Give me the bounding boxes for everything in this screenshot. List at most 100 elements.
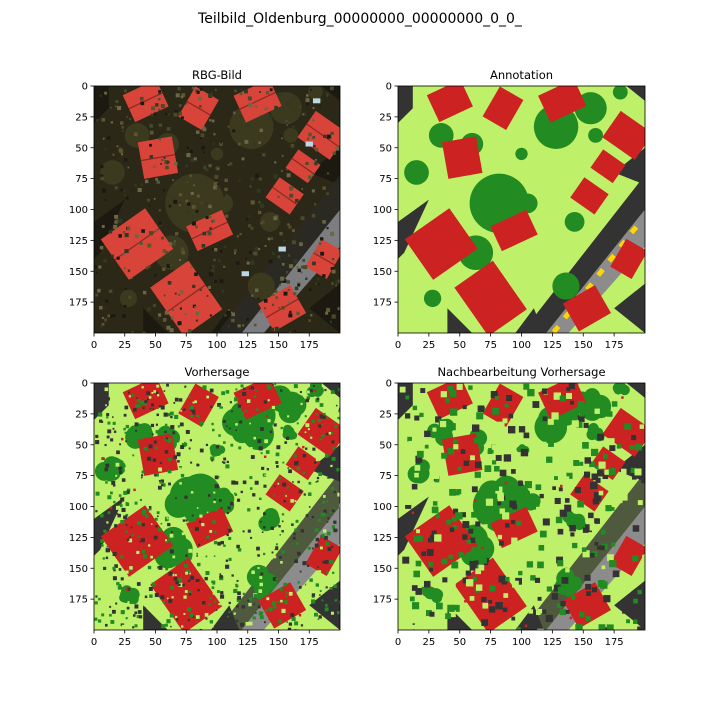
- panel-prediction-speckle-168: [210, 456, 215, 461]
- panel-rgb-ytick-label-1: 25: [75, 112, 88, 123]
- panel-prediction-speckle-591: [157, 407, 159, 410]
- panel-prediction-speckle-468: [174, 615, 178, 619]
- panel-prediction-speckle-146: [317, 518, 321, 522]
- panel-rgb-speckle-368: [163, 157, 166, 159]
- panel-postprocessed-speckle-201: [429, 611, 435, 617]
- panel-rgb-speckle-276: [253, 323, 257, 327]
- panel-prediction-speckle-239: [129, 569, 132, 572]
- panel-rgb-speckle-11: [302, 258, 306, 262]
- panel-postprocessed-speckle-224: [482, 602, 489, 609]
- panel-prediction-speckle-137: [112, 421, 116, 425]
- panel-postprocessed-speckle-169: [551, 593, 559, 600]
- panel-postprocessed-speckle-253: [469, 596, 475, 601]
- panel-prediction-speckle-83: [291, 616, 296, 622]
- panel-prediction-speckle-717: [113, 500, 116, 504]
- panel-postprocessed-ytick-label-0: 0: [386, 379, 392, 390]
- panel-prediction-speckle-675: [158, 565, 163, 570]
- panel-postprocessed-speckle-333: [637, 500, 643, 506]
- panel-postprocessed-xtick-label-6: 150: [574, 637, 593, 648]
- panel-prediction-speckle-327: [199, 421, 204, 426]
- panel-prediction-speckle-238: [169, 613, 174, 618]
- panel-prediction-stray-0: [265, 414, 269, 418]
- panel-prediction-speckle-203: [214, 530, 217, 534]
- panel-postprocessed-speckle-258: [541, 609, 547, 615]
- panel-prediction-speckle-517: [333, 490, 336, 494]
- panel-postprocessed-speckle-14: [591, 587, 597, 593]
- panel-rgb-speckle-396: [97, 288, 101, 293]
- panel-rgb-speckle-309: [286, 124, 289, 126]
- panel-prediction-speckle-346: [302, 454, 307, 458]
- panel-rgb-speckle-197: [275, 296, 278, 299]
- panel-prediction-speckle-652: [141, 523, 145, 527]
- panel-postprocessed-building-8: [570, 474, 609, 512]
- panel-postprocessed-speckle-372: [447, 604, 455, 612]
- panel-rgb-speckle-32: [214, 247, 218, 252]
- panel-prediction-speckle-792: [170, 625, 172, 628]
- panel-prediction-speckle-598: [311, 599, 316, 604]
- panel-prediction-speckle-688: [151, 392, 154, 394]
- panel-prediction-speckle-423: [324, 389, 327, 392]
- panel-postprocessed-speckle-186: [448, 554, 453, 560]
- panel-prediction-speckle-730: [135, 429, 137, 432]
- panel-rgb-speckle-424: [187, 210, 190, 213]
- panel-prediction-speckle-815: [242, 530, 245, 533]
- panel-rgb-speckle-306: [133, 132, 138, 137]
- panel-annotation-xtick-label-1: 25: [423, 340, 436, 351]
- panel-prediction-speckle-356: [194, 437, 197, 440]
- panel-prediction-speckle-376: [178, 548, 181, 551]
- panel-rgb-speckle-494: [235, 261, 240, 265]
- panel-prediction-speckle-447: [158, 528, 162, 532]
- panel-rgb-speckle-86: [335, 280, 339, 284]
- panel-annotation-ytick-label-1: 25: [379, 112, 392, 123]
- panel-prediction-speckle-458: [112, 609, 116, 614]
- panel-prediction-speckle-520: [306, 583, 309, 587]
- panel-rgb-speckle-199: [168, 113, 171, 116]
- panel-prediction-speckle-48: [284, 595, 288, 598]
- panel-rgb-speckle-207: [238, 179, 241, 182]
- panel-rgb-speckle-224: [155, 331, 159, 333]
- panel-rgb-speckle-375: [281, 154, 284, 157]
- panel-rgb-speckle-256: [296, 311, 300, 315]
- panel-rgb-speckle-201: [314, 203, 317, 206]
- panel-annotation-lane-mark-4: [596, 268, 605, 277]
- panel-rgb-speckle-107: [213, 185, 217, 190]
- panel-annotation-building-0: [426, 86, 473, 123]
- panel-rgb-speckle-186: [310, 89, 312, 91]
- panel-rgb-speckle-91: [158, 108, 161, 111]
- panel-prediction-speckle-308: [163, 551, 168, 556]
- panel-prediction-speckle-481: [172, 431, 176, 435]
- panel-prediction-speckle-371: [147, 398, 149, 401]
- panel-rgb-speckle-225: [330, 231, 335, 236]
- panel-prediction-speckle-548: [110, 438, 114, 442]
- panel-prediction-speckle-707: [131, 534, 134, 537]
- panel-rgb-speckle-47: [262, 153, 266, 157]
- panel-prediction-speckle-763: [213, 500, 216, 504]
- panel-prediction-speckle-79: [319, 590, 322, 592]
- panel-prediction-speckle-820: [202, 385, 207, 390]
- panel-rgb-speckle-401: [255, 246, 259, 251]
- panel-rgb-speckle-153: [190, 191, 194, 196]
- panel-prediction-speckle-287: [120, 482, 124, 486]
- panel-prediction-speckle-160: [319, 594, 321, 596]
- panel-postprocessed-speckle-323: [503, 593, 509, 598]
- panel-prediction-speckle-858: [258, 611, 263, 616]
- panel-prediction-speckle-826: [182, 583, 185, 587]
- panel-postprocessed-speckle-92: [468, 385, 473, 390]
- panel-prediction-speckle-450: [128, 538, 133, 543]
- panel-rgb-speckle-85: [107, 314, 111, 318]
- panel-postprocessed-speckle-78: [404, 413, 411, 419]
- panel-rgb-ytick-label-6: 150: [69, 267, 88, 278]
- panel-rgb-speckle-328: [174, 162, 178, 166]
- panel-postprocessed-speckle-148: [520, 448, 529, 457]
- panel-rgb-highlight-2: [278, 246, 286, 252]
- panel-rgb-speckle-73: [290, 143, 295, 148]
- panel-prediction-speckle-875: [164, 450, 169, 454]
- panel-annotation-ground-1: [626, 86, 645, 101]
- panel-rgb-speckle-470: [187, 202, 191, 206]
- panel-prediction-speckle-193: [178, 398, 183, 402]
- panel-postprocessed-speckle-369: [446, 519, 452, 525]
- panel-rgb-speckle-119: [101, 322, 105, 326]
- panel-rgb-speckle-18: [266, 91, 270, 95]
- panel-postprocessed-speckle-29: [432, 501, 438, 506]
